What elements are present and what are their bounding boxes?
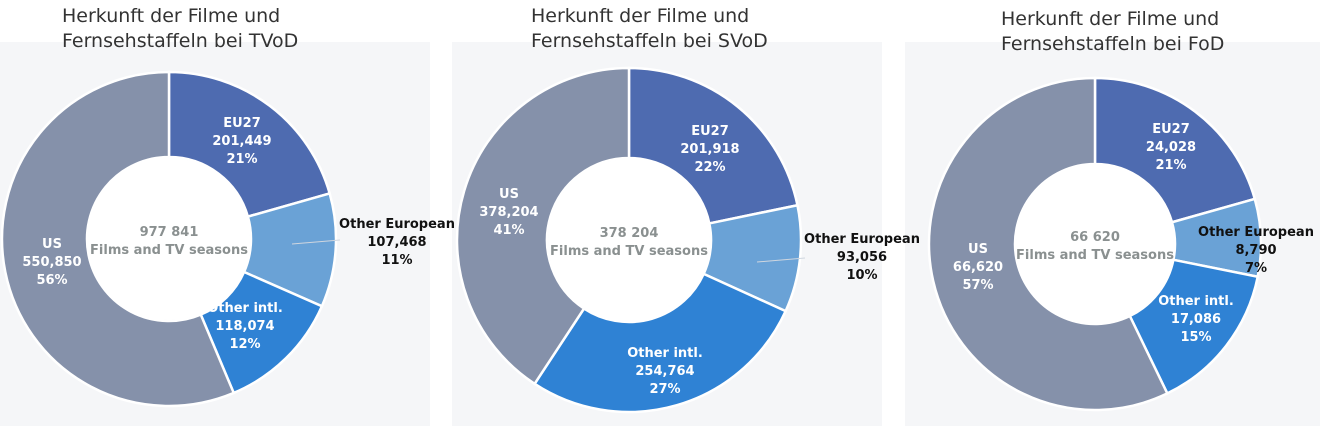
data-label-us-value: 550,850	[22, 255, 81, 270]
data-label-other-intl-percent: 27%	[649, 382, 680, 397]
chart-title-svod: Herkunft der Filme und Fernsehstaffeln b…	[531, 5, 768, 52]
data-label-other-intl-percent: 15%	[1180, 330, 1211, 345]
data-label-us-percent: 56%	[36, 273, 67, 288]
data-label-other-intl-category: Other intl.	[207, 301, 283, 316]
data-label-other-european-percent: 7%	[1245, 261, 1267, 276]
data-label-other-european-percent: 11%	[381, 253, 412, 268]
chart-title-fod: Herkunft der Filme und Fernsehstaffeln b…	[1001, 8, 1225, 55]
center-caption-label: Films and TV seasons	[90, 243, 248, 258]
data-label-other-intl-category: Other intl.	[1158, 294, 1234, 309]
donut-center	[88, 158, 250, 320]
data-label-other-intl-percent: 12%	[229, 337, 260, 352]
donut-center	[1016, 165, 1174, 323]
leader-line-other-european	[291, 239, 341, 245]
slice-other-intl	[532, 272, 788, 414]
data-label-other-european-category: Other European	[339, 217, 455, 232]
chart-title-tvod: Herkunft der Filme und Fernsehstaffeln b…	[62, 5, 299, 52]
center-caption-label: Films and TV seasons	[550, 244, 708, 259]
data-label-other-european-category: Other European	[1198, 225, 1314, 240]
data-label-eu27-category: EU27	[223, 116, 261, 131]
slice-eu27	[1093, 76, 1257, 224]
data-label-other-intl-category: Other intl.	[627, 346, 703, 361]
data-label-us-category: US	[42, 237, 62, 252]
center-caption-label: Films and TV seasons	[1016, 248, 1174, 263]
donut-center	[548, 159, 710, 321]
data-label-eu27-percent: 21%	[1155, 158, 1186, 173]
center-total-label: 977 841	[140, 225, 199, 240]
data-label-other-european-percent: 10%	[846, 268, 877, 283]
data-label-eu27-category: EU27	[1152, 122, 1190, 137]
slice-eu27	[627, 66, 799, 225]
data-label-us-value: 66,620	[953, 260, 1003, 275]
data-label-us-category: US	[499, 187, 519, 202]
data-label-other-intl-value: 254,764	[635, 364, 694, 379]
data-label-us-category: US	[968, 242, 988, 257]
data-label-eu27-percent: 21%	[226, 152, 257, 167]
data-label-eu27-value: 201,918	[680, 142, 739, 157]
data-label-eu27-category: EU27	[691, 124, 729, 139]
data-label-other-european-value: 8,790	[1235, 243, 1276, 258]
data-label-eu27-percent: 22%	[694, 160, 725, 175]
data-label-other-intl-value: 17,086	[1171, 312, 1221, 327]
slice-us	[0, 70, 236, 408]
slice-us	[927, 76, 1169, 412]
data-label-other-european-value: 93,056	[837, 250, 887, 265]
slice-eu27	[167, 70, 332, 219]
data-label-eu27-value: 201,449	[212, 134, 271, 149]
data-label-eu27-value: 24,028	[1146, 140, 1196, 155]
data-label-other-intl-value: 118,074	[215, 319, 274, 334]
slice-us	[455, 66, 631, 386]
leader-line-other-european	[756, 257, 806, 263]
center-total-label: 66 620	[1070, 230, 1120, 245]
data-label-us-percent: 57%	[962, 278, 993, 293]
slice-other-intl	[1128, 258, 1260, 396]
data-label-us-value: 378,204	[479, 205, 538, 220]
data-label-us-percent: 41%	[493, 223, 524, 238]
data-label-other-european-value: 107,468	[367, 235, 426, 250]
data-label-other-european-category: Other European	[804, 232, 920, 247]
center-total-label: 378 204	[600, 226, 659, 241]
